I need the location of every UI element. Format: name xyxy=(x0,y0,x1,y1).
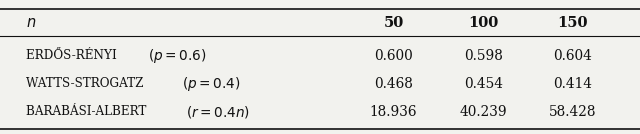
Text: 100: 100 xyxy=(468,16,499,30)
Text: 0.414: 0.414 xyxy=(554,77,592,91)
Text: $(p = 0.4)$: $(p = 0.4)$ xyxy=(182,75,241,93)
Text: 40.239: 40.239 xyxy=(460,105,507,119)
Text: 18.936: 18.936 xyxy=(370,105,417,119)
Text: 0.604: 0.604 xyxy=(554,49,592,63)
Text: ERDŐS-RÉNYI: ERDŐS-RÉNYI xyxy=(26,49,120,62)
Text: $(p = 0.6)$: $(p = 0.6)$ xyxy=(148,47,206,65)
Text: 0.468: 0.468 xyxy=(374,77,413,91)
Text: $n$: $n$ xyxy=(26,16,36,30)
Text: 0.600: 0.600 xyxy=(374,49,413,63)
Text: BARABÁSI-ALBERT: BARABÁSI-ALBERT xyxy=(26,105,150,118)
Text: 0.598: 0.598 xyxy=(464,49,502,63)
Text: $(r = 0.4n)$: $(r = 0.4n)$ xyxy=(186,104,250,120)
Text: 50: 50 xyxy=(383,16,404,30)
Text: 150: 150 xyxy=(557,16,588,30)
Text: WATTS-STROGATZ: WATTS-STROGATZ xyxy=(26,77,147,90)
Text: 58.428: 58.428 xyxy=(549,105,596,119)
Text: 0.454: 0.454 xyxy=(464,77,502,91)
